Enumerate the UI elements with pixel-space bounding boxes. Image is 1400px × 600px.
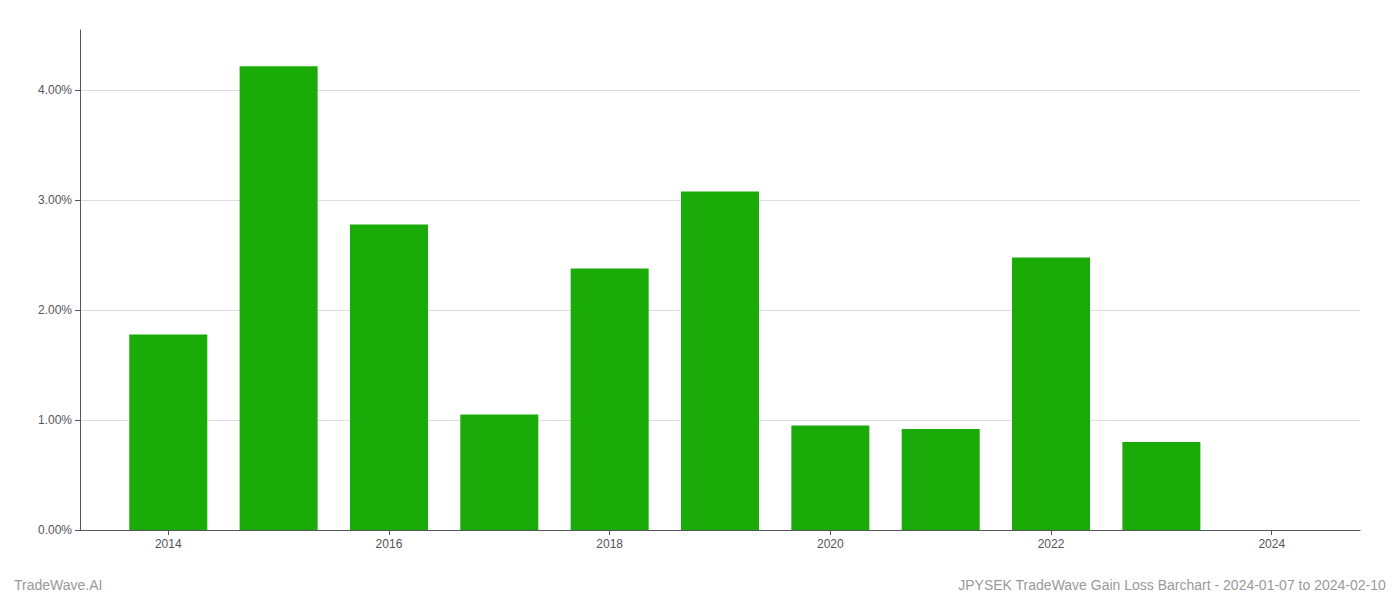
svg-text:2024: 2024 (1258, 537, 1285, 551)
svg-text:2018: 2018 (596, 537, 623, 551)
svg-text:2.00%: 2.00% (38, 303, 72, 317)
svg-text:2020: 2020 (817, 537, 844, 551)
svg-text:4.00%: 4.00% (38, 83, 72, 97)
svg-text:JPYSEK TradeWave Gain Loss Bar: JPYSEK TradeWave Gain Loss Barchart - 20… (958, 577, 1386, 593)
svg-text:2014: 2014 (155, 537, 182, 551)
svg-text:2016: 2016 (376, 537, 403, 551)
svg-text:3.00%: 3.00% (38, 193, 72, 207)
svg-text:1.00%: 1.00% (38, 413, 72, 427)
svg-text:2022: 2022 (1038, 537, 1065, 551)
svg-text:TradeWave.AI: TradeWave.AI (14, 577, 102, 593)
svg-text:0.00%: 0.00% (38, 523, 72, 537)
